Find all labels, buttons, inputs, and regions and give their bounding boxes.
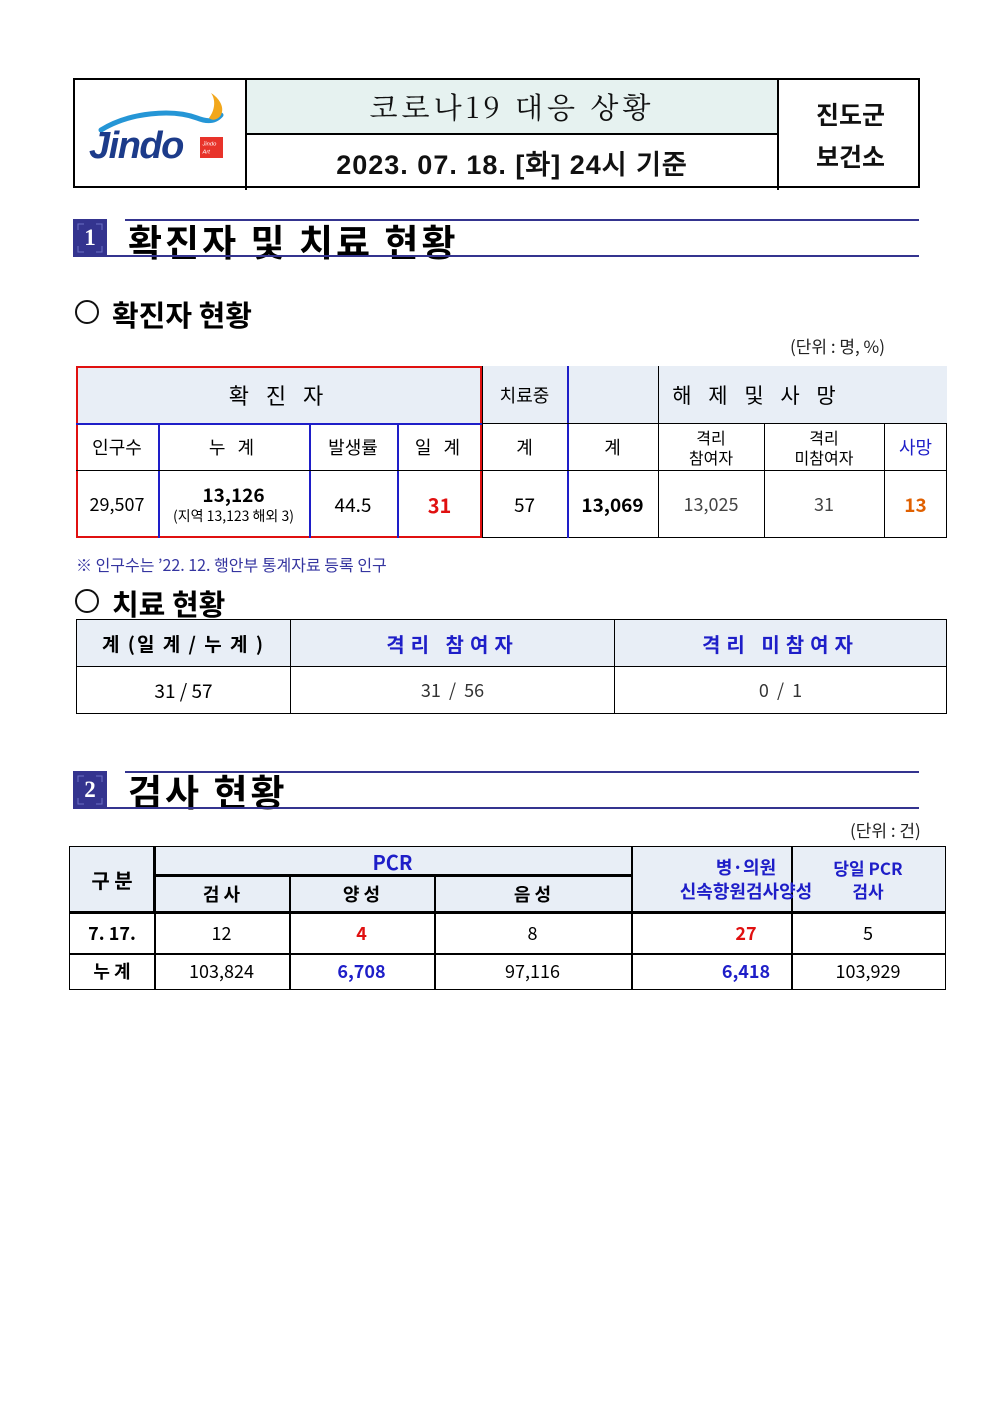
svg-text:Jindo: Jindo — [89, 125, 183, 167]
svg-text:Art: Art — [202, 150, 211, 156]
svg-text:Jindo: Jindo — [202, 142, 218, 148]
